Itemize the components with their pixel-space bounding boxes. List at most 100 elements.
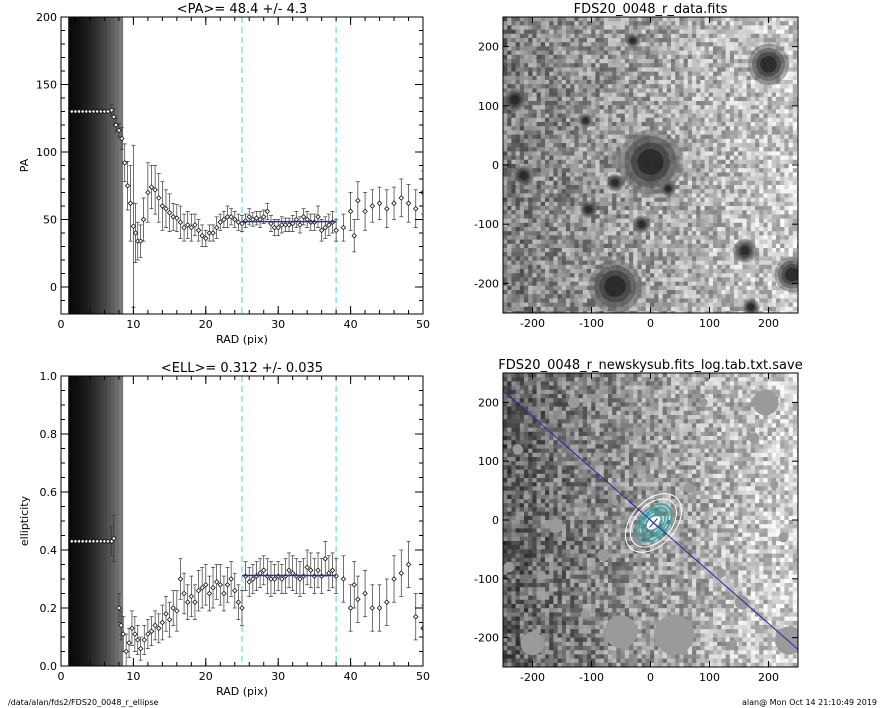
pixel [750, 235, 756, 240]
pixel [713, 206, 718, 211]
pixel [675, 218, 680, 224]
pixel [708, 147, 714, 152]
pixel [738, 180, 743, 186]
pixel [696, 96, 701, 102]
pixel [645, 243, 651, 249]
pixel [687, 168, 693, 173]
pixel [561, 176, 567, 182]
pixel [763, 252, 768, 257]
shaded-strip [103, 17, 108, 314]
pixel [666, 210, 672, 215]
pixel [671, 17, 676, 22]
pixel [507, 25, 512, 30]
pixel [771, 101, 777, 106]
pixel [742, 168, 747, 173]
pixel [671, 227, 676, 232]
pixel [780, 46, 785, 51]
pixel [713, 96, 718, 102]
pixel [780, 21, 785, 26]
pixel [582, 109, 588, 114]
pixel [750, 138, 756, 144]
pixel [549, 189, 554, 194]
pixel [725, 75, 731, 81]
pixel [746, 126, 752, 131]
pixel [511, 252, 516, 257]
pixel [780, 113, 785, 119]
pixel [734, 101, 739, 106]
pixel [566, 231, 571, 236]
pixel [557, 185, 563, 190]
pixel [532, 151, 537, 156]
pixel [725, 42, 731, 47]
pixel [675, 46, 680, 51]
pixel [599, 197, 605, 203]
shaded-strip [91, 376, 96, 666]
pixel [536, 71, 542, 77]
pixel [763, 206, 768, 211]
pixel [725, 168, 731, 173]
pixel [528, 147, 533, 152]
pixel [725, 50, 731, 56]
pixel [671, 210, 676, 215]
pixel [759, 38, 764, 43]
pixel [717, 96, 722, 102]
pixel [511, 138, 516, 144]
pixel [725, 101, 731, 106]
pixel [578, 252, 584, 257]
pixel [671, 75, 676, 81]
pixel [524, 109, 529, 114]
pixel [721, 117, 726, 123]
pixel [540, 50, 546, 56]
pixel [755, 206, 760, 211]
pixel [608, 155, 613, 161]
pixel [721, 75, 726, 81]
pixel [528, 84, 533, 89]
pixel [759, 168, 764, 173]
pixel [792, 38, 798, 43]
pixel [755, 235, 760, 240]
pixel [671, 252, 676, 257]
pixel [713, 113, 718, 119]
pixel [557, 218, 563, 224]
pixel [713, 180, 718, 186]
pixel [734, 159, 739, 165]
pixel [553, 239, 558, 245]
pixel [645, 197, 651, 203]
pixel [574, 180, 579, 186]
pixel [692, 214, 697, 219]
pixel [759, 21, 764, 26]
pixel [687, 143, 693, 148]
pixel [549, 105, 554, 110]
pixel [662, 214, 668, 219]
pixel [582, 235, 588, 240]
pixel [679, 46, 684, 51]
pixel [700, 185, 705, 190]
pixel [557, 59, 563, 64]
pixel [591, 113, 596, 119]
pixel [629, 252, 634, 257]
pixel [511, 126, 516, 131]
pixel [545, 122, 550, 127]
pixel [692, 231, 697, 236]
pixel [755, 201, 760, 207]
pixel [792, 214, 798, 219]
pixel [557, 193, 563, 198]
pixel [624, 218, 630, 224]
pixel [608, 17, 613, 22]
pixel [511, 143, 516, 148]
pixel [696, 63, 701, 68]
pixel [612, 88, 617, 93]
pixel [641, 210, 647, 215]
pixel [738, 231, 743, 236]
pixel [708, 63, 714, 68]
pixel [612, 193, 617, 198]
pixel [553, 235, 558, 240]
pixel [553, 33, 558, 39]
pixel [620, 109, 626, 114]
pixel [553, 197, 558, 203]
pixel [708, 235, 714, 240]
pixel [650, 21, 655, 26]
pixel [595, 159, 600, 165]
pixel [687, 92, 693, 98]
pixel [683, 172, 689, 177]
